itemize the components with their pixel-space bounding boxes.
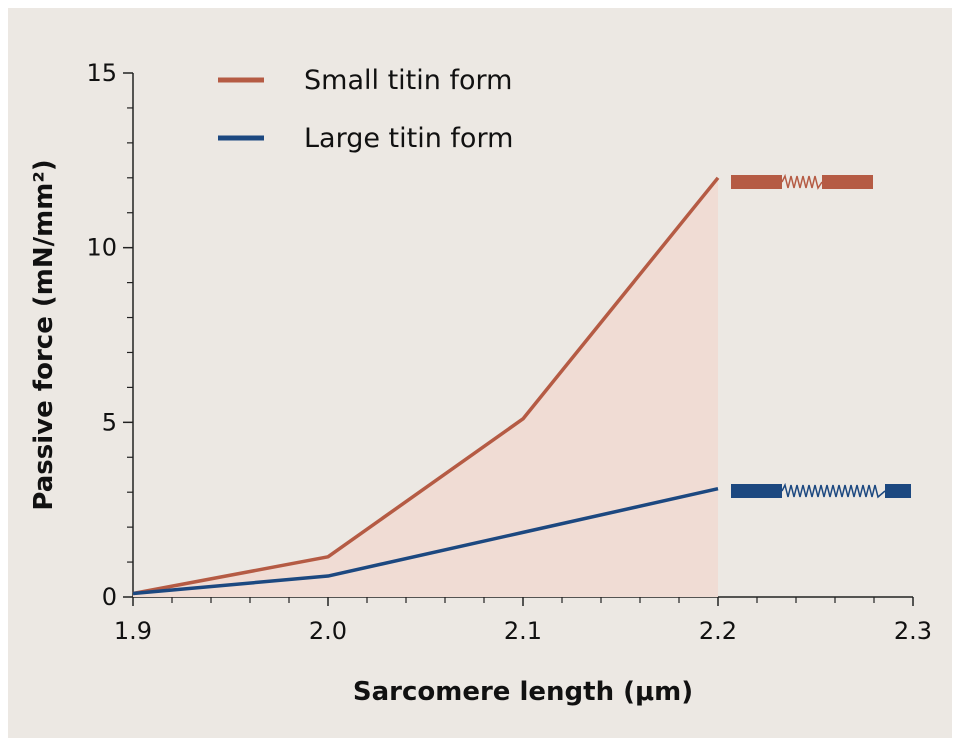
plot-area: 1.9 2.0 2.1 2.2 2.3 0 5 10 15 Small titin form Lar… [86,59,932,645]
y-axis-title: Passive force (mN/mm²) [29,159,59,510]
legend-label: Small titin form [304,65,512,96]
background [8,8,952,738]
legend-label: Large titin form [304,123,513,154]
area-fill [133,177,718,598]
large-titin-icon [731,482,911,499]
y-tick-label: 0 [102,583,117,611]
series-line [132,176,720,596]
small-titin-icon [731,173,873,190]
x-tick-label: 1.9 [114,617,152,645]
y-tick-label: 10 [86,234,117,262]
y-tick-label: 5 [102,408,117,436]
x-tick-label: 2.3 [894,617,932,645]
x-tick-label: 2.1 [504,617,542,645]
series-line [132,486,719,596]
x-axis-title: Sarcomere length (μm) [353,677,693,707]
y-tick-label: 15 [86,59,117,87]
x-tick-label: 2.0 [309,617,347,645]
x-tick-label: 2.2 [699,617,737,645]
